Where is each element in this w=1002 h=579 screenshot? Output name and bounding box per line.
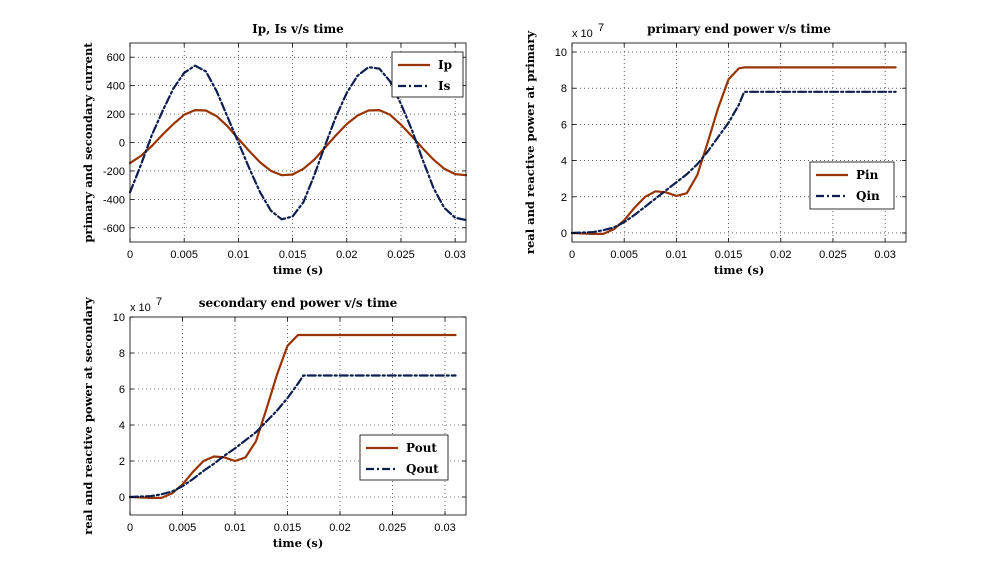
x-tick-label: 0.02 xyxy=(770,249,791,261)
x-axis-label: time (s) xyxy=(273,536,324,550)
legend-label-ip: Ip xyxy=(438,58,452,72)
y-tick-label: 8 xyxy=(119,348,125,360)
y-axis-multiplier-exponent: 7 xyxy=(156,296,162,308)
x-tick-label: 0.01 xyxy=(666,249,687,261)
legend: Ip Is xyxy=(391,51,464,98)
legend-box xyxy=(391,51,464,98)
chart-title: secondary end power v/s time xyxy=(199,296,398,310)
x-tick-label: 0.005 xyxy=(170,249,198,261)
x-tick-label: 0.01 xyxy=(224,522,245,534)
y-tick-label: 600 xyxy=(107,52,125,64)
x-tick-label: 0.02 xyxy=(336,249,357,261)
legend-label-qin: Qin xyxy=(856,189,880,203)
y-axis-label: real and reactive power at primary xyxy=(523,31,537,254)
y-tick-label: 6 xyxy=(561,119,567,131)
x-tick-label: 0.01 xyxy=(228,249,249,261)
chart-1: 0 0.005 0.01 0.015 0.02 0.025 0.03 0 2 4 6 8 10 x 10 7… xyxy=(523,22,907,277)
chart-2: 0 0.005 0.01 0.015 0.02 0.025 0.03 0 2 4 6 8 10 x 10 7… xyxy=(81,296,467,550)
x-axis-label: time (s) xyxy=(273,263,324,277)
y-tick-label: 8 xyxy=(561,83,567,95)
y-tick-label: 2 xyxy=(119,456,125,468)
x-tick-label: 0.005 xyxy=(610,249,638,261)
chart-0: 0 0.005 0.01 0.015 0.02 0.025 0.03 -600 -400 -200… xyxy=(81,22,468,277)
x-tick-label: 0.015 xyxy=(274,522,302,534)
legend: Pout Qout xyxy=(359,434,449,481)
legend-label-is: Is xyxy=(438,79,451,93)
y-tick-label: -400 xyxy=(103,194,125,206)
x-tick-label: 0 xyxy=(127,249,133,261)
plot-area xyxy=(572,43,906,242)
x-tick-label: 0 xyxy=(569,249,575,261)
series-line-qout xyxy=(128,374,457,499)
x-tick-label: 0.02 xyxy=(329,522,350,534)
x-tick-label: 0.015 xyxy=(279,249,307,261)
legend-box xyxy=(359,434,449,481)
x-tick-label: 0.025 xyxy=(379,522,407,534)
x-tick-label: 0.03 xyxy=(434,522,455,534)
y-tick-label: 10 xyxy=(113,312,125,324)
series-line-ip xyxy=(128,108,468,177)
plot-area xyxy=(130,317,466,515)
y-axis-multiplier-exponent: 7 xyxy=(598,22,604,34)
axes-box xyxy=(571,42,907,243)
legend-label-qout: Qout xyxy=(406,462,439,476)
y-tick-label: 0 xyxy=(561,228,567,240)
y-tick-label: 4 xyxy=(561,156,567,168)
legend-box xyxy=(809,161,895,210)
x-axis-label: time (s) xyxy=(714,263,765,277)
legend-label-pin: Pin xyxy=(856,168,879,182)
x-tick-label: 0.03 xyxy=(444,249,465,261)
y-axis-label: primary and secondary current xyxy=(81,42,95,243)
y-tick-label: -200 xyxy=(103,166,125,178)
legend: Pin Qin xyxy=(809,161,895,210)
x-tick-label: 0.025 xyxy=(387,249,415,261)
x-tick-label: 0.025 xyxy=(819,249,847,261)
y-tick-label: 400 xyxy=(107,81,125,93)
y-tick-label: 10 xyxy=(555,47,567,59)
axes-box xyxy=(129,316,467,516)
x-tick-label: 0.03 xyxy=(874,249,895,261)
chart-title: Ip, Is v/s time xyxy=(252,22,344,36)
y-tick-label: -600 xyxy=(103,223,125,235)
chart-title: primary end power v/s time xyxy=(647,22,831,36)
x-tick-label: 0.005 xyxy=(169,522,197,534)
x-tick-label: 0 xyxy=(127,522,133,534)
legend-label-pout: Pout xyxy=(406,441,437,455)
series-line-qin xyxy=(570,90,897,235)
x-tick-label: 0.015 xyxy=(715,249,743,261)
series-line-pout xyxy=(128,333,457,499)
y-axis-label: real and reactive power at secondary xyxy=(81,297,95,535)
y-tick-label: 200 xyxy=(107,109,125,121)
y-tick-label: 4 xyxy=(119,420,125,432)
y-tick-label: 0 xyxy=(119,492,125,504)
y-tick-label: 0 xyxy=(119,138,125,150)
y-axis-multiplier: x 10 xyxy=(572,28,593,40)
y-tick-label: 6 xyxy=(119,384,125,396)
series-line-is xyxy=(128,64,468,222)
y-tick-label: 2 xyxy=(561,192,567,204)
y-axis-multiplier: x 10 xyxy=(130,302,151,314)
